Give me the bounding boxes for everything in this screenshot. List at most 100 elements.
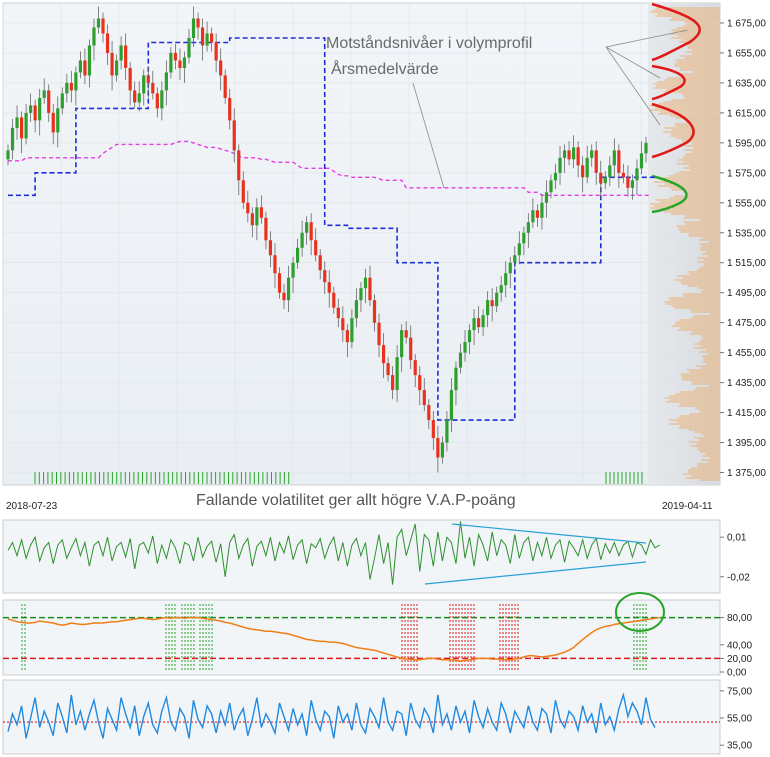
candle-body <box>155 93 159 109</box>
candle-body <box>56 108 60 133</box>
candle-body <box>585 157 589 178</box>
candle-body <box>241 180 245 203</box>
candle-body <box>350 318 354 343</box>
candle-body <box>449 390 454 421</box>
oscillator-y-axis: 0,01 -0,02 <box>720 533 750 583</box>
candle-body <box>255 207 259 226</box>
candle-body <box>38 97 42 121</box>
y-tick-label: 40,00 <box>727 640 752 651</box>
candle-body <box>196 18 200 28</box>
candle-body <box>562 150 567 158</box>
candle-body <box>463 342 467 353</box>
candle-body <box>314 240 318 256</box>
candle-body <box>499 285 503 293</box>
vap-signal-bands <box>3 604 720 672</box>
candle-body <box>182 57 187 68</box>
vap-score <box>7 616 660 662</box>
candle-body <box>309 222 313 241</box>
candle-body <box>481 315 485 328</box>
candle-body <box>363 277 368 289</box>
y-tick-label: 1 495,00 <box>727 288 766 299</box>
candle-body <box>83 60 87 76</box>
candle-body <box>277 273 282 293</box>
candle-body <box>191 18 196 38</box>
candle-body <box>359 288 363 301</box>
candle-body <box>531 210 535 223</box>
candle-body <box>409 337 413 361</box>
candle-body <box>137 93 141 103</box>
volatility-headline: Fallande volatilitet ger allt högre V.A.… <box>196 492 516 509</box>
y-tick-label: 1 415,00 <box>727 408 766 419</box>
vap-panel-bg <box>2 599 721 676</box>
candle-body <box>395 357 399 391</box>
candle-body <box>173 52 178 61</box>
candle-body <box>381 345 386 364</box>
candle-body <box>635 168 639 181</box>
candle-body <box>286 277 291 301</box>
candle-body <box>440 442 444 458</box>
candle-body <box>345 330 349 343</box>
candle-body <box>282 292 286 301</box>
candle-body <box>558 157 562 173</box>
candle-body <box>372 300 377 323</box>
y-tick-label: 1 575,00 <box>727 168 766 179</box>
y-tick-label: 1 515,00 <box>727 258 766 269</box>
candle-body <box>427 405 431 421</box>
volume-peak-3 <box>651 102 695 159</box>
candle-body <box>92 27 96 46</box>
candle-body <box>69 82 73 91</box>
y-tick-label: 1 635,00 <box>727 78 766 89</box>
candle-body <box>51 112 55 133</box>
candle-body <box>219 60 223 76</box>
candle-body <box>47 90 51 113</box>
candle-body <box>400 330 404 358</box>
candle-body <box>318 255 322 271</box>
candle-body <box>223 75 227 98</box>
candle-body <box>237 150 241 181</box>
candle-body <box>391 375 395 391</box>
y-tick-label: 55,00 <box>727 714 752 725</box>
candle-body <box>576 147 580 166</box>
candle-body <box>210 33 214 43</box>
candle-body <box>291 262 295 278</box>
candle-body <box>454 367 458 391</box>
y-tick-label: 1 555,00 <box>727 198 766 209</box>
candle-body <box>228 97 232 121</box>
date-start: 2018-07-23 <box>6 501 58 512</box>
candle-body <box>612 150 616 166</box>
candle-body <box>513 255 517 263</box>
candle-body <box>567 150 571 160</box>
candle-body <box>617 150 621 173</box>
y-tick-label: 1 455,00 <box>727 348 766 359</box>
candle-body <box>336 307 340 319</box>
y-tick-label: 1 595,00 <box>727 138 766 149</box>
candle-body <box>124 45 128 68</box>
candle-body <box>422 390 426 406</box>
candle-body <box>96 18 101 28</box>
candle-body <box>413 360 417 376</box>
candle-body <box>101 18 105 34</box>
annotation-resistance: Motståndsnivåer i volymprofil <box>326 34 532 52</box>
candle-body <box>74 72 78 91</box>
candle-body <box>553 172 558 181</box>
y-tick-label: 1 615,00 <box>727 108 766 119</box>
candle-body <box>418 375 422 391</box>
candle-body <box>626 177 630 188</box>
oscillator-panel-bg <box>2 519 721 594</box>
y-tick-label: 20,00 <box>727 654 752 665</box>
candle-body <box>526 222 530 233</box>
candle-body <box>572 147 576 160</box>
candle-body <box>24 112 28 139</box>
candle-body <box>327 282 331 293</box>
candle-body <box>368 277 372 301</box>
oscillator-line <box>7 521 660 585</box>
candle-body <box>6 150 10 160</box>
candle-body <box>19 117 24 139</box>
candle-body <box>60 93 64 109</box>
candle-body <box>78 60 82 73</box>
y-tick-label: 1 435,00 <box>727 378 766 389</box>
candle-body <box>114 60 119 76</box>
candle-body <box>151 82 155 94</box>
candle-body <box>621 172 625 178</box>
